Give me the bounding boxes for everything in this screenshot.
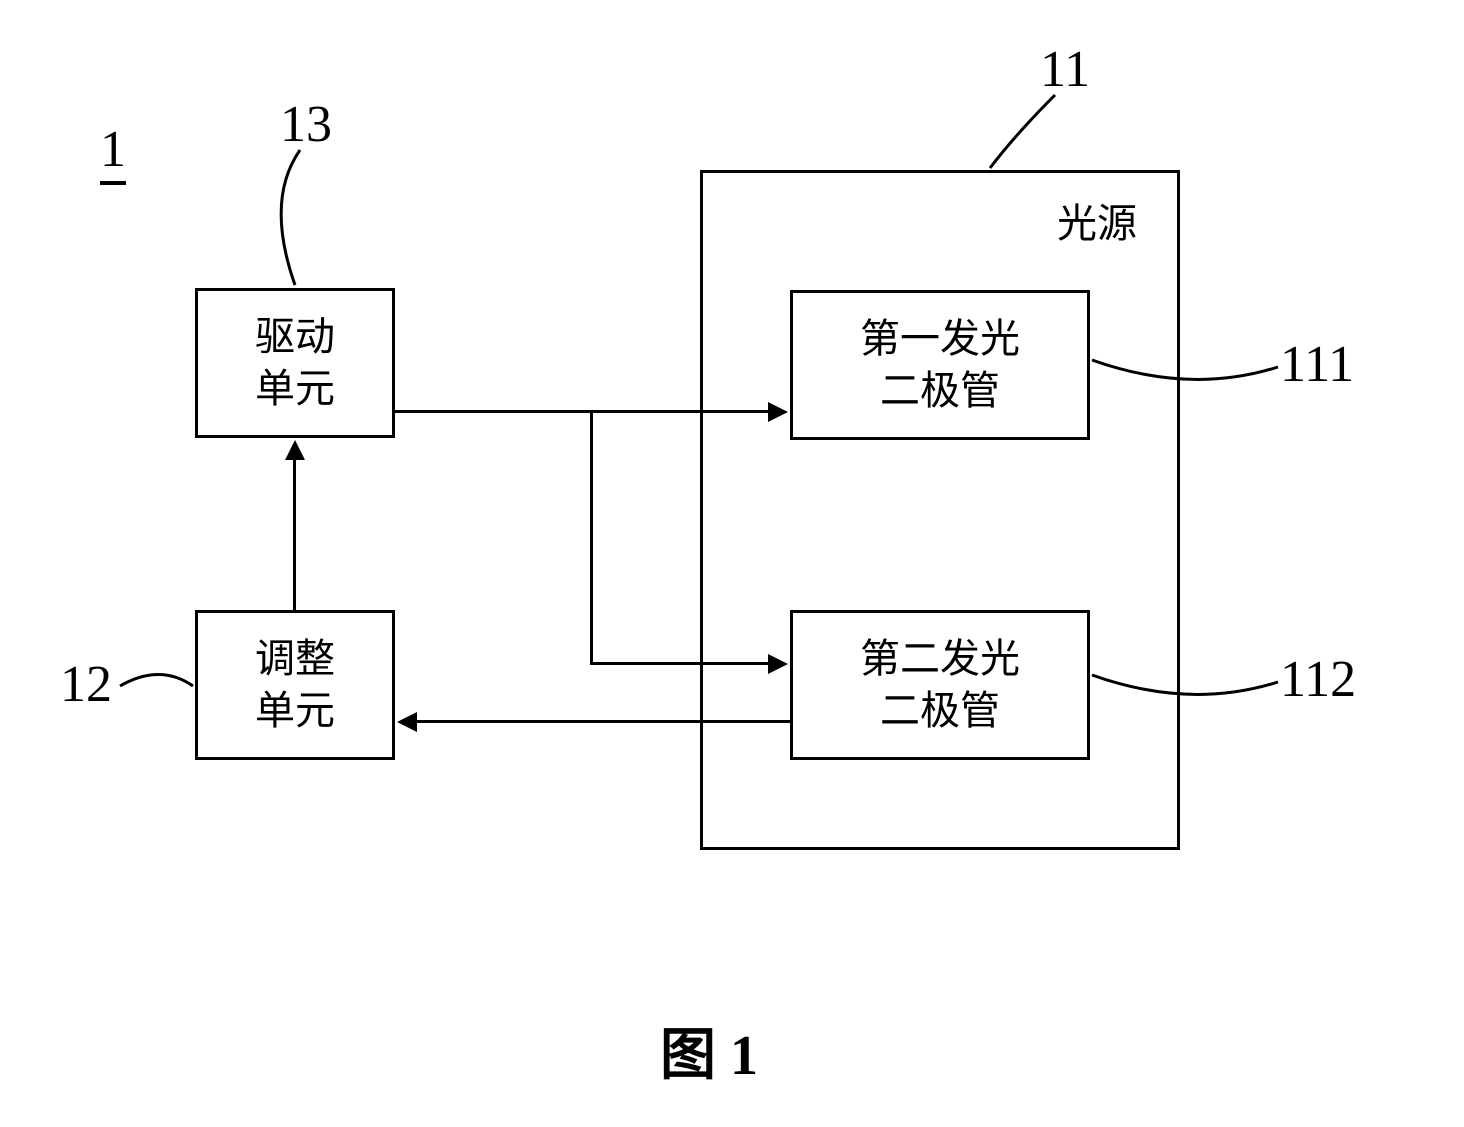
led2-box: 第二发光 二极管 [790,610,1090,760]
figure-label: 图 1 [660,1010,758,1091]
arrow-to-led1 [768,402,788,422]
diagram-canvas: 1 13 11 光源 驱动 单元 调整 单元 第一发光 二极管 第二发光 二极管… [0,0,1464,1127]
light-source-title: 光源 [1057,191,1137,249]
ref-led2: 112 [1280,650,1356,709]
ref-main-text: 1 [100,120,126,185]
leader-12 [115,668,205,708]
ref-led1: 111 [1280,335,1354,394]
leader-112 [1090,660,1290,710]
ref-main: 1 [100,120,126,185]
arrow-to-led2 [768,654,788,674]
leader-13 [240,145,340,305]
ref-adjust: 12 [60,655,112,714]
line-junction-down [590,410,593,665]
arrow-adjust-to-drive [285,440,305,460]
line-to-led1 [590,410,770,413]
arrow-led2-to-adjust [397,712,417,732]
line-to-led2 [590,662,770,665]
adjust-unit-box: 调整 单元 [195,610,395,760]
line-adjust-to-drive [293,458,296,610]
line-drive-out [395,410,590,413]
leader-111 [1090,345,1290,395]
line-led2-to-adjust [415,720,790,723]
drive-unit-box: 驱动 单元 [195,288,395,438]
led1-box: 第一发光 二极管 [790,290,1090,440]
